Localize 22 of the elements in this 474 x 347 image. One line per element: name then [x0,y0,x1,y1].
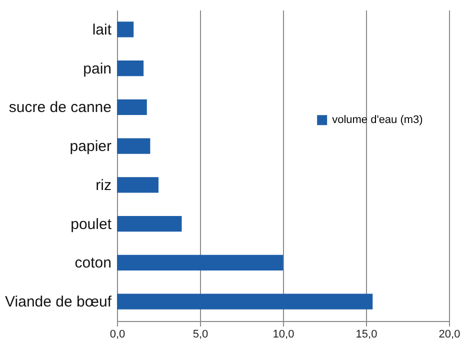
bar [117,216,182,232]
bar [117,22,134,38]
legend-label: volume d'eau (m3) [332,114,423,126]
y-tick-label: sucre de canne [8,99,112,116]
y-tick-label: Viande de bœuf [5,294,112,311]
bar [117,99,147,115]
bar [117,254,283,270]
x-tick-label: 5,0 [192,328,208,340]
y-tick-label: lait [92,21,112,38]
bar [117,177,158,193]
x-tick-label: 10,0 [272,328,294,340]
y-tick-label: coton [74,254,112,272]
bar [117,294,373,310]
y-tick-label: poulet [70,216,112,233]
x-tick-label: 0,0 [110,328,126,340]
y-tick-label: riz [96,176,112,194]
bar [117,60,144,76]
x-tick-label: 15,0 [356,328,378,340]
y-tick-label: papier [70,138,112,156]
x-tick-label: 20,0 [438,328,460,340]
bar [117,138,150,154]
y-tick-label: pain [83,60,112,78]
